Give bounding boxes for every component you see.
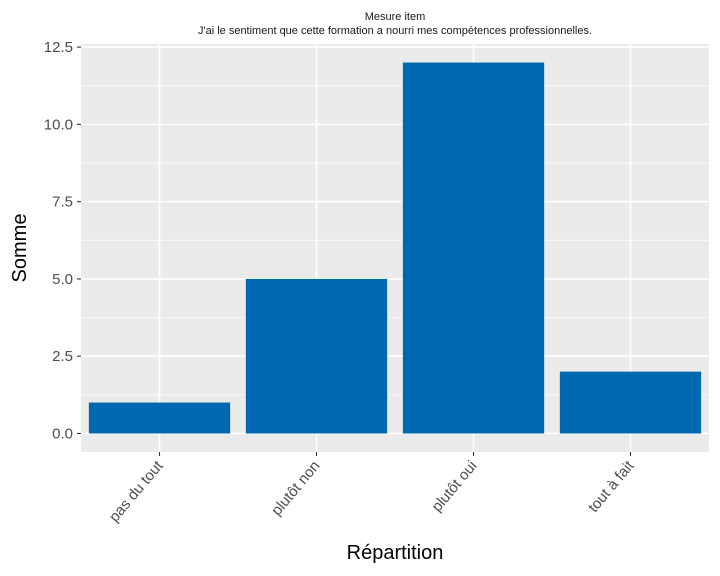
bars xyxy=(88,62,702,434)
y-tick-label: 5.0 xyxy=(52,271,73,288)
x-tick-label: tout à fait xyxy=(585,457,638,516)
bar-plutôt-oui xyxy=(402,62,545,434)
y-axis-title: Somme xyxy=(9,214,31,283)
x-tick-label: plutôt oui xyxy=(428,458,480,516)
chart-title: Mesure item xyxy=(365,11,426,23)
y-tick-label: 12.5 xyxy=(44,39,73,56)
y-tick-label: 7.5 xyxy=(52,194,73,211)
y-tick-label: 2.5 xyxy=(52,348,73,365)
chart-subtitle: J'ai le sentiment que cette formation a … xyxy=(198,25,592,37)
x-tick-label: pas du tout xyxy=(106,457,167,525)
y-axis: 0.0 2.5 5.0 7.5 10.0 12.5 xyxy=(44,39,81,442)
y-tick-label: 0.0 xyxy=(52,425,73,442)
x-axis: pas du tout plutôt non plutôt oui tout à fa… xyxy=(106,452,638,525)
x-axis-title: Répartition xyxy=(347,542,444,564)
y-tick-label: 10.0 xyxy=(44,116,73,133)
x-tick-label: plutôt non xyxy=(268,458,323,519)
bar-tout-à-fait xyxy=(559,371,702,434)
bar-plutôt-non xyxy=(245,278,388,434)
bar-pas-du-tout xyxy=(88,402,231,434)
